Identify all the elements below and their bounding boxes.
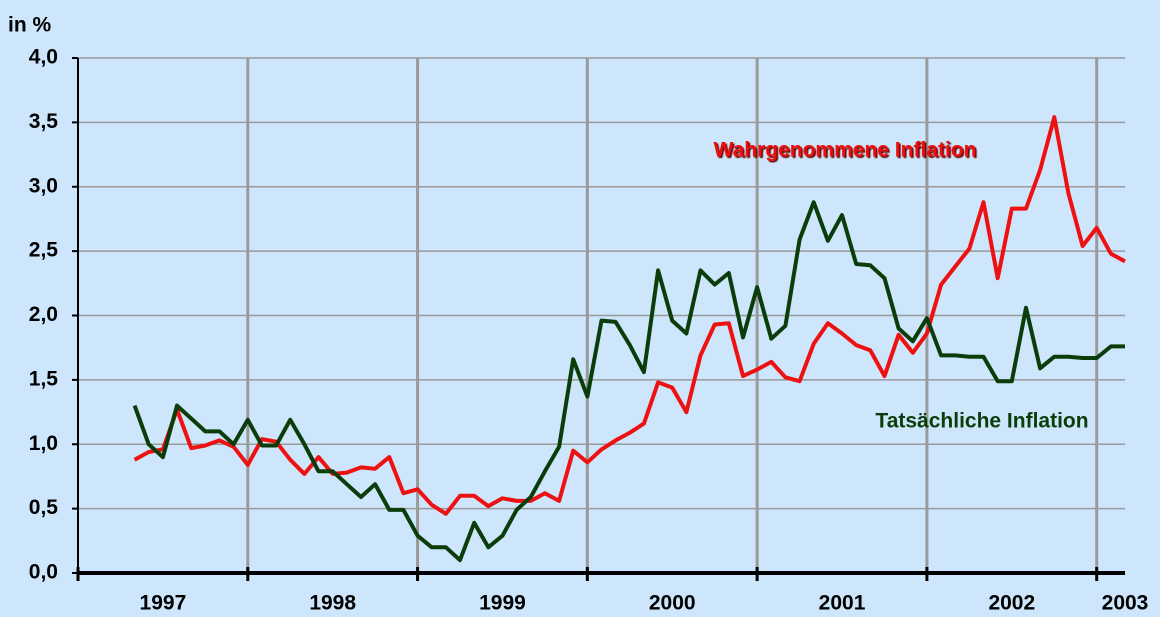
legend-label: Tatsächliche Inflation bbox=[875, 410, 1088, 433]
y-tick-label: 3,0 bbox=[29, 174, 58, 197]
y-tick-label: 0,5 bbox=[29, 496, 59, 519]
x-tick-label: 1997 bbox=[140, 592, 187, 615]
x-tick-label: 1999 bbox=[479, 592, 526, 615]
legend-label: Wahrgenommene Inflation bbox=[714, 139, 977, 162]
x-tick-label: 2003 bbox=[1102, 592, 1149, 615]
x-tick-label: 1998 bbox=[309, 592, 356, 615]
y-tick-label: 3,5 bbox=[29, 110, 59, 133]
y-tick-label: 4,0 bbox=[29, 46, 58, 69]
y-tick-label: 0,0 bbox=[29, 561, 58, 584]
y-tick-label: 2,5 bbox=[29, 239, 59, 262]
x-tick-label: 2001 bbox=[819, 592, 866, 615]
y-tick-label: 1,0 bbox=[29, 432, 58, 455]
series-line bbox=[132, 200, 1125, 563]
y-axis-label: in % bbox=[8, 14, 51, 37]
x-tick-label: 2002 bbox=[988, 592, 1035, 615]
series-line bbox=[133, 115, 1126, 516]
x-tick-label: 2000 bbox=[649, 592, 696, 615]
y-tick-label: 2,0 bbox=[29, 303, 58, 326]
y-tick-label: 1,5 bbox=[29, 367, 59, 390]
